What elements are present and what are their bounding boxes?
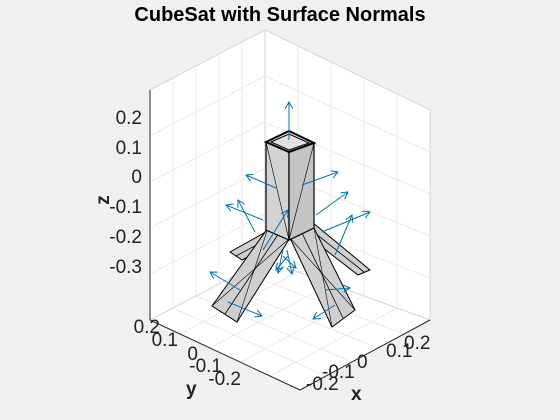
normal-arrow	[315, 192, 348, 216]
y-tick-label: 0	[187, 344, 198, 365]
surface-normals	[210, 102, 370, 319]
z-tick-label: -0.3	[109, 257, 142, 278]
y-tick-label: 0.1	[152, 330, 178, 351]
normal-arrow	[227, 301, 262, 316]
normal-arrow	[334, 215, 352, 256]
x-axis-label: x	[351, 384, 362, 405]
normal-arrow	[262, 210, 288, 251]
x-tick-label: -0.1	[322, 362, 355, 383]
y-tick-label: -0.2	[208, 369, 241, 390]
y-axis-label: y	[186, 379, 197, 400]
grid-line	[149, 75, 266, 137]
grid-line	[149, 213, 266, 275]
normal-arrow	[276, 255, 289, 270]
z-tick-label: 0.1	[116, 138, 142, 159]
normal-arrow	[210, 272, 241, 291]
grid-line	[269, 307, 398, 377]
z-axis-label: z	[93, 195, 114, 205]
z-tick-label: -0.1	[109, 197, 142, 218]
grid-line	[209, 283, 332, 349]
normal-arrow	[246, 175, 277, 189]
normal-arrow	[301, 172, 338, 186]
z-tick-labels: 0.2 0.1 0 -0.1 -0.2 -0.3	[109, 108, 142, 278]
normal-arrow	[324, 288, 350, 290]
chart-title: CubeSat with Surface Normals	[134, 4, 426, 26]
x-axis-line	[299, 319, 431, 391]
z-tick-label: -0.2	[109, 227, 142, 248]
normal-arrow	[313, 304, 336, 319]
normal-arrow	[282, 255, 296, 268]
z-tick-label: 0	[131, 167, 142, 188]
y-tick-label: 0.2	[134, 317, 160, 338]
grid-line	[172, 307, 327, 377]
x-tick-label: -0.2	[306, 374, 339, 395]
x-tick-labels: -0.2 -0.1 0 0.1 0.2	[306, 333, 430, 395]
y-axis-line	[149, 319, 301, 391]
solar-panel-front-left	[211, 227, 291, 323]
y-tick-labels: 0.2 0.1 0 -0.1 -0.2	[134, 317, 241, 390]
x-tick-label: 0.2	[404, 333, 430, 354]
x-tick-label: 0	[357, 352, 368, 373]
cubesat-body	[263, 129, 317, 241]
normal-arrow	[238, 200, 256, 233]
grid-line	[264, 75, 431, 153]
z-tick-label: 0.2	[116, 108, 142, 129]
cubesat-model	[211, 129, 371, 328]
y-tick-label: -0.1	[189, 356, 222, 377]
x-tick-label: 0.1	[386, 341, 412, 362]
grid-line	[149, 121, 266, 183]
